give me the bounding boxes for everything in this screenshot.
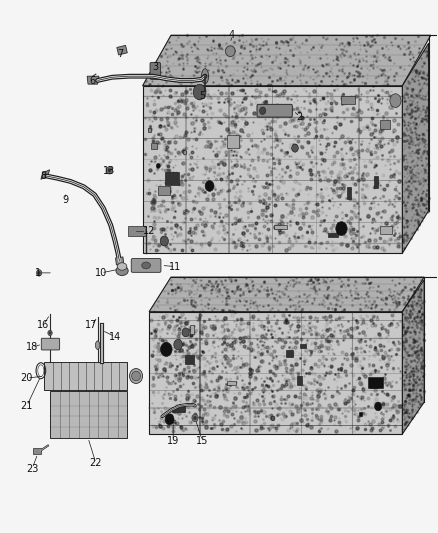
- Bar: [33, 448, 41, 454]
- Circle shape: [260, 107, 266, 115]
- Circle shape: [165, 348, 170, 354]
- Polygon shape: [143, 35, 431, 86]
- Circle shape: [49, 332, 51, 334]
- Bar: [379, 120, 390, 129]
- Circle shape: [160, 236, 169, 246]
- Text: 12: 12: [143, 227, 155, 237]
- Text: 8: 8: [40, 171, 46, 181]
- Bar: [300, 344, 306, 348]
- Text: 23: 23: [26, 464, 38, 473]
- Text: 9: 9: [62, 195, 68, 205]
- Bar: [50, 391, 127, 438]
- Bar: [172, 407, 185, 412]
- Circle shape: [165, 414, 174, 425]
- FancyBboxPatch shape: [257, 104, 292, 117]
- Circle shape: [38, 271, 40, 274]
- Text: 1: 1: [35, 268, 41, 278]
- Bar: [367, 377, 383, 388]
- Circle shape: [156, 164, 160, 168]
- Bar: [227, 135, 239, 148]
- Bar: [128, 226, 146, 236]
- Text: 4: 4: [229, 30, 235, 41]
- Text: 10: 10: [95, 268, 107, 278]
- Bar: [274, 225, 287, 229]
- Polygon shape: [403, 43, 428, 253]
- Circle shape: [174, 340, 182, 350]
- Bar: [359, 411, 362, 416]
- Circle shape: [160, 342, 172, 357]
- Polygon shape: [226, 46, 235, 56]
- Circle shape: [336, 222, 347, 236]
- Ellipse shape: [142, 262, 150, 269]
- Text: 7: 7: [118, 49, 124, 59]
- Polygon shape: [87, 76, 99, 84]
- Circle shape: [182, 328, 189, 337]
- Bar: [158, 186, 170, 195]
- Bar: [380, 226, 392, 233]
- Circle shape: [205, 181, 214, 191]
- Bar: [185, 354, 194, 364]
- Text: 20: 20: [21, 373, 33, 383]
- Text: 19: 19: [167, 436, 179, 446]
- Circle shape: [292, 144, 298, 152]
- Ellipse shape: [130, 368, 143, 383]
- Bar: [370, 384, 378, 387]
- Bar: [227, 381, 236, 385]
- Circle shape: [108, 168, 111, 172]
- Circle shape: [390, 94, 401, 108]
- Text: 3: 3: [152, 62, 159, 71]
- Ellipse shape: [117, 263, 127, 270]
- Bar: [328, 232, 338, 237]
- Text: 17: 17: [85, 320, 98, 330]
- Bar: [148, 128, 152, 132]
- Circle shape: [183, 150, 187, 155]
- Text: 16: 16: [37, 320, 49, 330]
- Circle shape: [271, 416, 275, 421]
- Polygon shape: [149, 312, 403, 434]
- Circle shape: [106, 166, 113, 174]
- Bar: [286, 350, 293, 357]
- Circle shape: [194, 416, 197, 420]
- Circle shape: [193, 84, 206, 100]
- Polygon shape: [403, 280, 424, 434]
- Text: 18: 18: [26, 342, 38, 352]
- FancyBboxPatch shape: [150, 62, 160, 79]
- FancyBboxPatch shape: [131, 259, 161, 272]
- Bar: [190, 325, 194, 334]
- Bar: [341, 96, 355, 104]
- Bar: [347, 187, 351, 199]
- Bar: [374, 176, 378, 188]
- Bar: [44, 362, 127, 390]
- Polygon shape: [41, 169, 49, 179]
- Ellipse shape: [116, 266, 128, 276]
- Ellipse shape: [132, 371, 141, 381]
- Polygon shape: [116, 257, 124, 265]
- Text: 21: 21: [21, 401, 33, 411]
- Text: 11: 11: [169, 262, 181, 271]
- Text: 14: 14: [109, 332, 121, 342]
- Bar: [151, 143, 157, 149]
- Circle shape: [36, 270, 42, 276]
- Polygon shape: [201, 69, 208, 84]
- Polygon shape: [117, 45, 127, 55]
- Circle shape: [374, 402, 382, 411]
- Bar: [165, 173, 179, 185]
- Polygon shape: [143, 86, 403, 253]
- Bar: [297, 376, 302, 385]
- Text: 13: 13: [103, 166, 115, 176]
- FancyBboxPatch shape: [41, 338, 60, 350]
- Ellipse shape: [95, 341, 100, 350]
- Text: 2: 2: [297, 111, 303, 122]
- Text: 6: 6: [89, 77, 95, 86]
- Text: 5: 5: [199, 91, 205, 101]
- Circle shape: [192, 414, 198, 422]
- Polygon shape: [149, 277, 424, 312]
- Circle shape: [48, 330, 52, 336]
- Text: 22: 22: [90, 458, 102, 468]
- Text: 15: 15: [196, 436, 208, 446]
